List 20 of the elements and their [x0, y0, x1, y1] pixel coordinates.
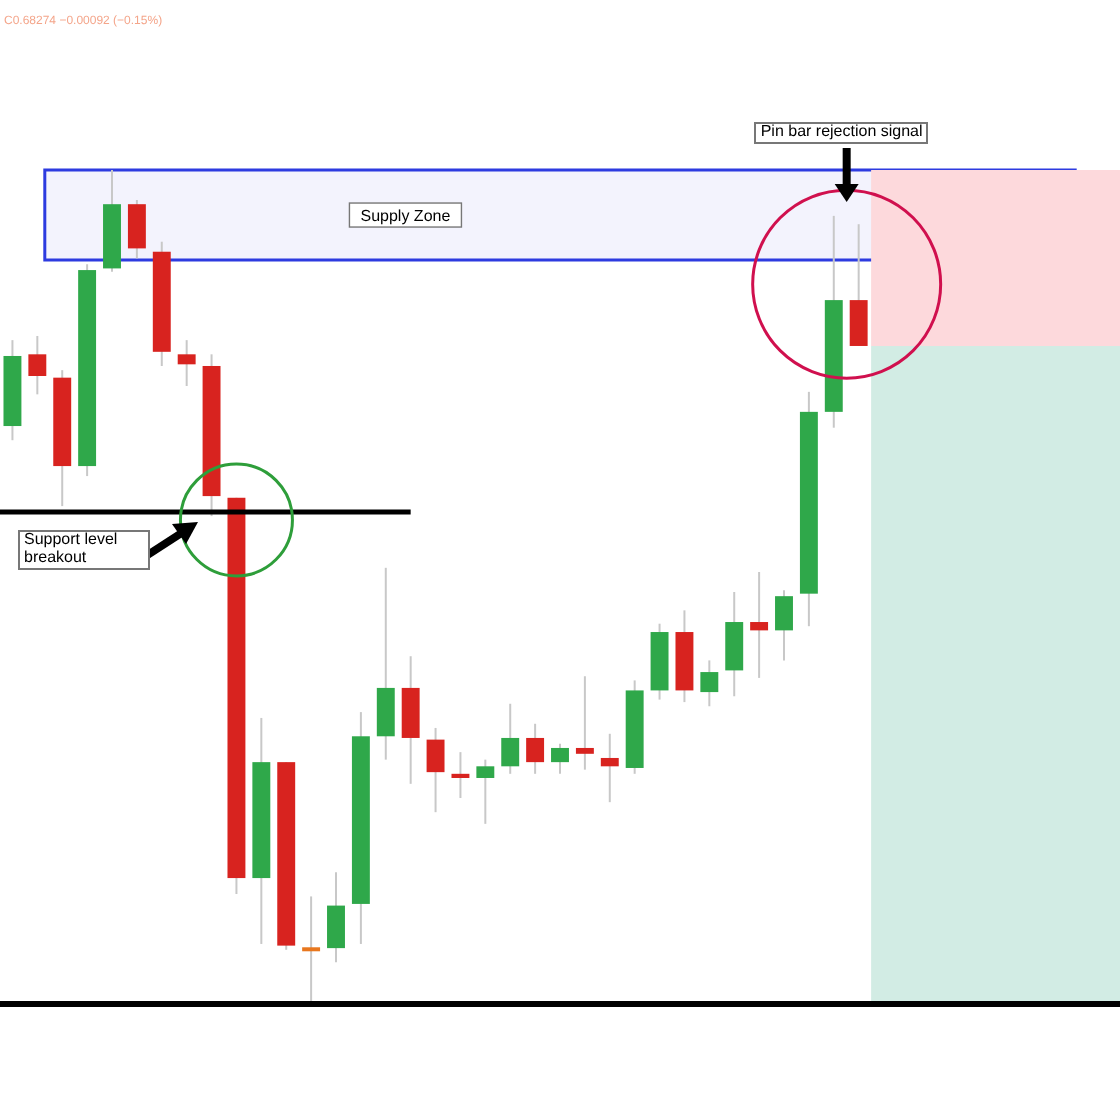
candlestick [501, 702, 520, 775]
band-label: Supply Zone [360, 207, 452, 226]
candlestick [327, 871, 345, 964]
candlestick [551, 742, 569, 775]
candlestick [575, 675, 594, 771]
candlestick [700, 659, 719, 708]
annotation: Support level breakout [18, 530, 150, 570]
candlestick [600, 732, 619, 804]
text: Pin bar rejection signal [754, 122, 929, 144]
candlestick [451, 751, 470, 799]
candlestick [302, 895, 321, 1004]
candlestick [177, 339, 196, 388]
candlestick [775, 589, 793, 662]
candlestick [127, 199, 146, 260]
candlestick [526, 722, 545, 775]
candlestick [28, 334, 47, 396]
candlestick [426, 726, 445, 814]
candlestick [476, 758, 495, 825]
candlestick [750, 570, 769, 679]
candlestick [849, 223, 868, 347]
